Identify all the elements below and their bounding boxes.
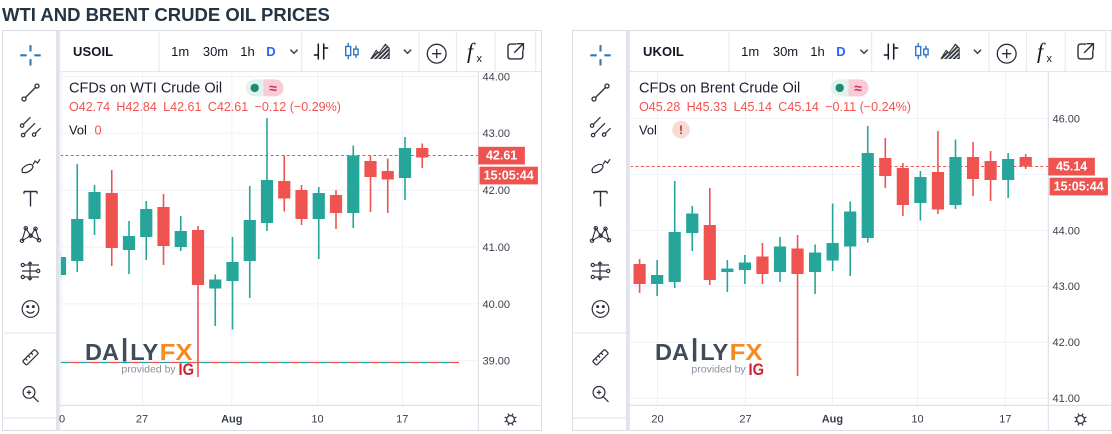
svg-text:46.00: 46.00 xyxy=(1053,113,1081,125)
svg-text:45.14: 45.14 xyxy=(1056,160,1087,174)
svg-text:42.61: 42.61 xyxy=(486,149,517,163)
svg-text:39.00: 39.00 xyxy=(483,356,511,368)
svg-text:30m: 30m xyxy=(203,44,228,59)
svg-text:20: 20 xyxy=(53,414,65,426)
svg-text:DA: DA xyxy=(85,339,119,365)
svg-text:x: x xyxy=(477,53,483,65)
svg-text:1m: 1m xyxy=(741,44,759,59)
svg-text:IG: IG xyxy=(179,361,195,379)
svg-text:10: 10 xyxy=(311,414,323,426)
svg-text:Vol: Vol xyxy=(639,122,657,137)
svg-text:41.00: 41.00 xyxy=(483,242,511,254)
svg-text:42.00: 42.00 xyxy=(1053,337,1081,349)
svg-text:41.00: 41.00 xyxy=(1053,393,1081,405)
svg-text:CFDs on WTI Crude Oil: CFDs on WTI Crude Oil xyxy=(69,80,222,96)
svg-text:Aug: Aug xyxy=(822,414,843,426)
svg-text:IG: IG xyxy=(749,361,765,379)
svg-text:x: x xyxy=(1047,53,1053,65)
svg-text:CFDs on Brent Crude Oil: CFDs on Brent Crude Oil xyxy=(639,80,800,96)
svg-text:provided by: provided by xyxy=(121,364,176,376)
svg-text:1m: 1m xyxy=(171,44,189,59)
svg-text:f: f xyxy=(467,39,476,64)
svg-text:0: 0 xyxy=(95,122,102,137)
svg-text:27: 27 xyxy=(136,414,148,426)
svg-text:USOIL: USOIL xyxy=(73,44,113,59)
svg-text:1h: 1h xyxy=(240,44,254,59)
svg-text:≈: ≈ xyxy=(269,80,277,96)
svg-text:O45.28 H45.33 L45.14 C45.14 −0: O45.28 H45.33 L45.14 C45.14 −0.11 (−0.24… xyxy=(639,99,911,114)
svg-text:Vol: Vol xyxy=(69,122,87,137)
svg-text:Aug: Aug xyxy=(221,414,242,426)
svg-text:44.00: 44.00 xyxy=(483,71,511,83)
svg-text:FX: FX xyxy=(730,339,764,365)
svg-text:LY: LY xyxy=(700,339,728,365)
svg-text:17: 17 xyxy=(396,414,408,426)
svg-text:43.00: 43.00 xyxy=(1053,281,1081,293)
svg-text:f: f xyxy=(1037,39,1046,64)
svg-text:D: D xyxy=(836,44,845,59)
svg-text:20: 20 xyxy=(651,414,663,426)
svg-text:40.00: 40.00 xyxy=(483,299,511,311)
svg-text:!: ! xyxy=(679,123,683,137)
svg-text:27: 27 xyxy=(739,414,751,426)
svg-text:D: D xyxy=(266,44,275,59)
svg-text:42.00: 42.00 xyxy=(483,185,511,197)
svg-text:1h: 1h xyxy=(810,44,824,59)
svg-text:FX: FX xyxy=(160,339,194,365)
svg-text:DA: DA xyxy=(655,339,689,365)
svg-text:17: 17 xyxy=(999,414,1011,426)
svg-text:15:05:44: 15:05:44 xyxy=(1054,180,1104,194)
svg-text:43.00: 43.00 xyxy=(483,128,511,140)
svg-text:O42.74 H42.84 L42.61 C42.61 −0: O42.74 H42.84 L42.61 C42.61 −0.12 (−0.29… xyxy=(69,99,341,114)
svg-text:provided by: provided by xyxy=(691,364,746,376)
svg-text:44.00: 44.00 xyxy=(1053,225,1081,237)
svg-text:30m: 30m xyxy=(773,44,798,59)
svg-text:UKOIL: UKOIL xyxy=(643,44,684,59)
svg-text:10: 10 xyxy=(911,414,923,426)
svg-text:15:05:44: 15:05:44 xyxy=(484,169,534,183)
svg-text:≈: ≈ xyxy=(854,80,862,96)
svg-text:LY: LY xyxy=(130,339,158,365)
